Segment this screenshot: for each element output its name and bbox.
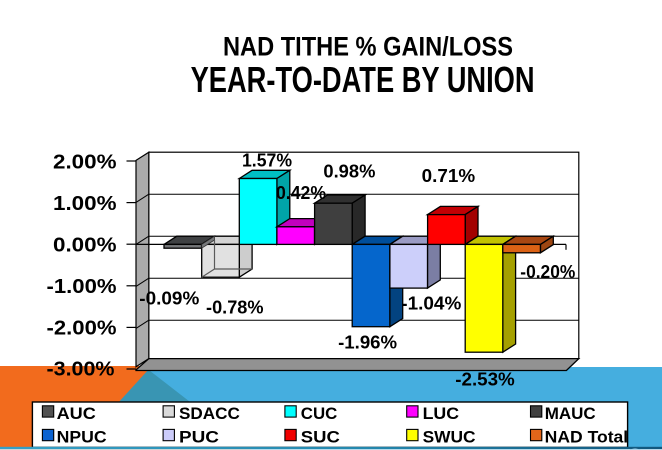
svg-text:AUC: AUC [57, 404, 96, 423]
svg-text:-1.00%: -1.00% [47, 276, 117, 298]
svg-text:MAUC: MAUC [545, 404, 596, 423]
svg-text:0.42%: 0.42% [276, 183, 326, 203]
svg-text:LUC: LUC [423, 404, 460, 423]
svg-text:-1.96%: -1.96% [338, 332, 397, 352]
svg-text:NAD Total: NAD Total [545, 428, 629, 447]
svg-text:-2.00%: -2.00% [47, 318, 117, 340]
svg-text:-2.53%: -2.53% [455, 369, 515, 389]
svg-text:-0.20%: -0.20% [520, 262, 575, 282]
svg-text:SWUC: SWUC [423, 428, 476, 447]
svg-text:NPUC: NPUC [57, 428, 107, 447]
svg-text:PUC: PUC [179, 428, 219, 447]
svg-text:NAD TITHE % GAIN/LOSS: NAD TITHE % GAIN/LOSS [223, 32, 513, 62]
svg-text:0.98%: 0.98% [323, 162, 375, 182]
svg-text:-0.78%: -0.78% [206, 297, 264, 317]
svg-text:-0.09%: -0.09% [139, 289, 199, 309]
svg-text:SDACC: SDACC [179, 404, 240, 423]
svg-text:-1.04%: -1.04% [401, 293, 461, 313]
svg-text:0.71%: 0.71% [422, 166, 476, 186]
svg-text:-3.00%: -3.00% [47, 359, 115, 381]
svg-text:0.00%: 0.00% [53, 235, 117, 257]
svg-text:2.00%: 2.00% [53, 151, 117, 173]
svg-text:CUC: CUC [301, 404, 338, 423]
svg-text:YEAR-TO-DATE BY UNION: YEAR-TO-DATE BY UNION [191, 59, 535, 100]
svg-text:1.57%: 1.57% [242, 151, 292, 171]
svg-text:1.00%: 1.00% [53, 193, 117, 215]
svg-text:SUC: SUC [301, 428, 340, 447]
